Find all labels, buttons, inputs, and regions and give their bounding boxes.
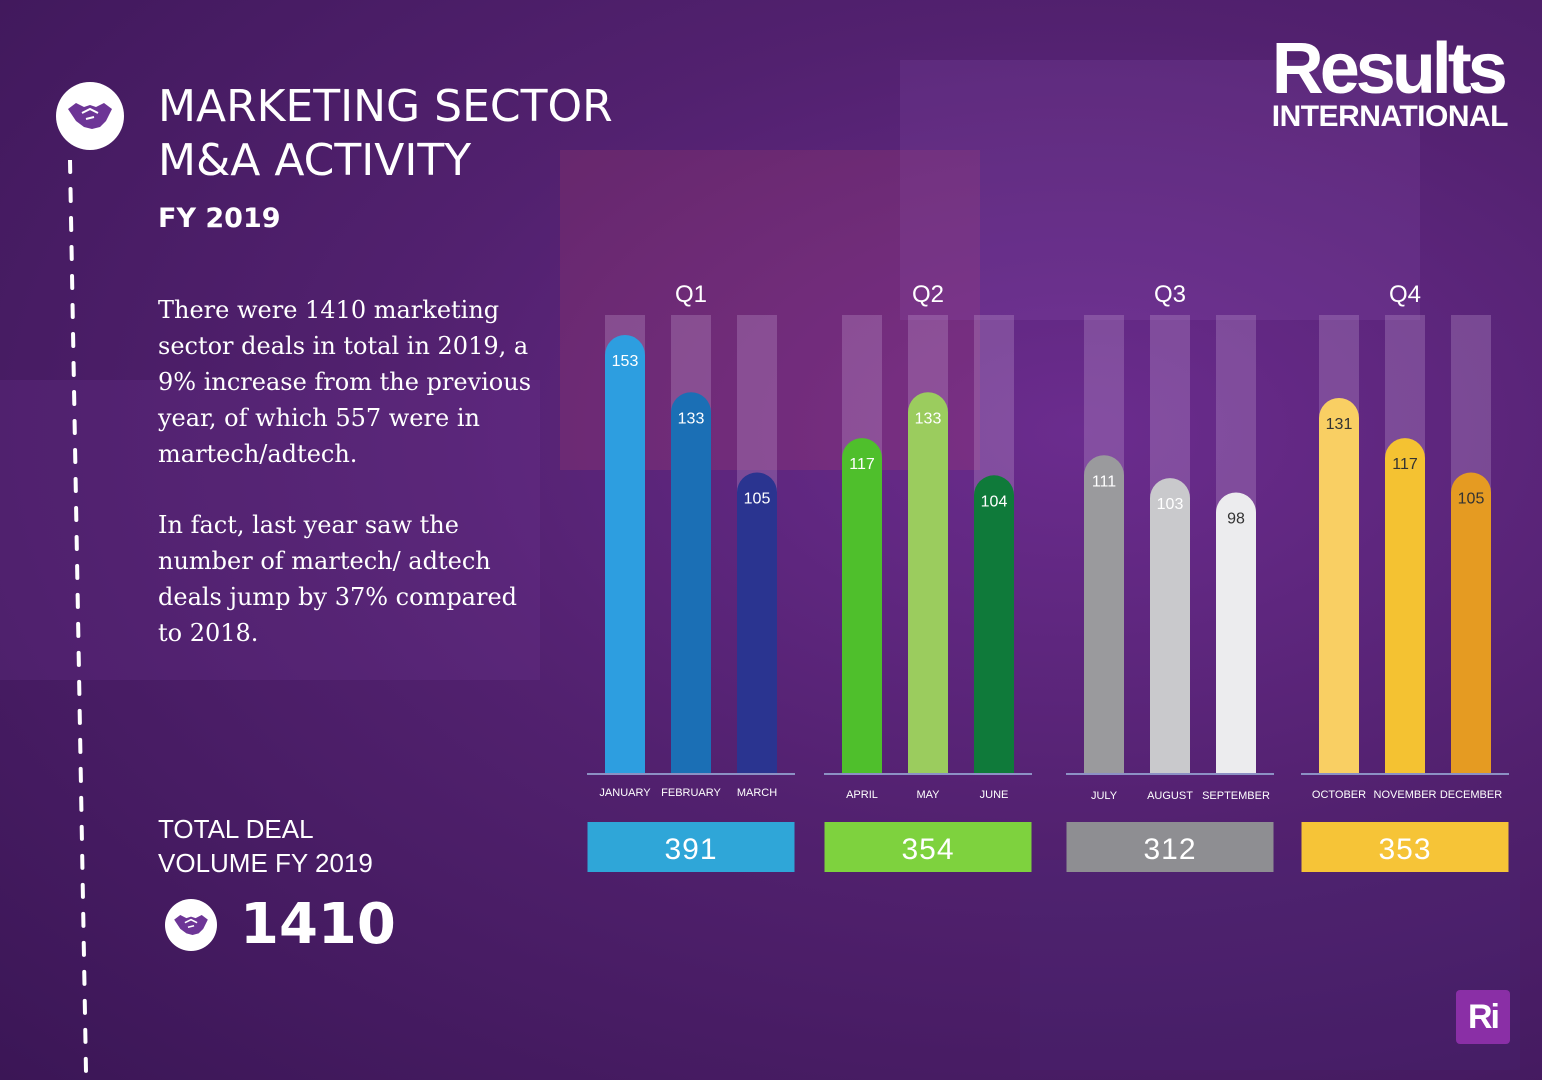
quarter-total-value: 391 (664, 833, 717, 866)
title-line-2: M&A ACTIVITY (158, 135, 472, 186)
quarter-total-value: 354 (901, 833, 954, 866)
bar (605, 335, 645, 773)
total-value: 1410 (240, 892, 396, 957)
month-label: MAY (916, 789, 940, 801)
bar-value-label: 133 (915, 410, 942, 427)
month-label: FEBRUARY (661, 787, 721, 799)
ri-logo-badge: Ri (1456, 990, 1510, 1044)
total-label: TOTAL DEAL VOLUME FY 2019 (158, 812, 373, 880)
month-label: APRIL (846, 789, 878, 801)
total-label-line-1: TOTAL DEAL (158, 814, 314, 844)
bar-value-label: 105 (1458, 490, 1485, 507)
month-label: MARCH (737, 787, 777, 799)
quarter-total-value: 312 (1143, 833, 1196, 866)
bar (1216, 492, 1256, 773)
bar (1451, 472, 1491, 773)
title-line-1: MARKETING SECTOR (158, 81, 613, 132)
results-international-logo: Results INTERNATIONAL (1271, 29, 1509, 133)
quarter-total-box (587, 822, 795, 872)
month-label: JANUARY (599, 787, 651, 799)
bar-value-label: 103 (1157, 496, 1184, 513)
bar-value-label: 104 (981, 493, 1008, 510)
quarter-label: Q2 (912, 281, 944, 308)
bar-value-label: 98 (1227, 510, 1245, 527)
handshake-icon (56, 82, 124, 150)
quarter-label: Q1 (675, 281, 707, 308)
bar-value-label: 131 (1326, 416, 1353, 433)
page-subtitle: FY 2019 (158, 203, 281, 234)
handshake-icon (165, 899, 217, 951)
logo-sub-text: INTERNATIONAL (1271, 100, 1509, 133)
quarter-label: Q3 (1154, 281, 1186, 308)
bar (1319, 398, 1359, 773)
bar (842, 438, 882, 773)
total-label-line-2: VOLUME FY 2019 (158, 848, 373, 878)
quarter-total-box (1301, 822, 1509, 872)
bar-value-label: 117 (1392, 456, 1418, 473)
page-title: MARKETING SECTOR M&A ACTIVITY (158, 80, 613, 188)
bar-value-label: 117 (849, 456, 875, 473)
summary-paragraph-1: There were 1410 marketing sector deals i… (158, 296, 532, 468)
bar (737, 472, 778, 773)
quarter-total-box (824, 822, 1032, 872)
month-label: JULY (1091, 790, 1118, 802)
quarter-total-box (1066, 822, 1274, 872)
quarter-total-value: 353 (1378, 833, 1431, 866)
month-label: OCTOBER (1312, 789, 1366, 801)
dotted-timeline (68, 160, 88, 1074)
month-label: AUGUST (1147, 790, 1193, 802)
bar (974, 475, 1014, 773)
bar (1385, 438, 1425, 773)
bar-value-label: 105 (744, 490, 771, 507)
month-label: DECEMBER (1440, 789, 1502, 801)
bar (908, 392, 948, 773)
logo-main-text: Results (1271, 29, 1508, 109)
month-label: JUNE (980, 789, 1009, 801)
month-label: NOVEMBER (1374, 789, 1437, 801)
bar-value-label: 111 (1092, 473, 1116, 490)
month-label: SEPTEMBER (1202, 790, 1270, 802)
summary-paragraph-2: In fact, last year saw the number of mar… (158, 511, 518, 647)
bar (1084, 455, 1124, 773)
quarter-label: Q4 (1389, 281, 1421, 308)
bar-value-label: 153 (612, 353, 639, 370)
bar-value-label: 133 (678, 410, 705, 427)
bar (1150, 478, 1190, 773)
bar (671, 392, 711, 773)
